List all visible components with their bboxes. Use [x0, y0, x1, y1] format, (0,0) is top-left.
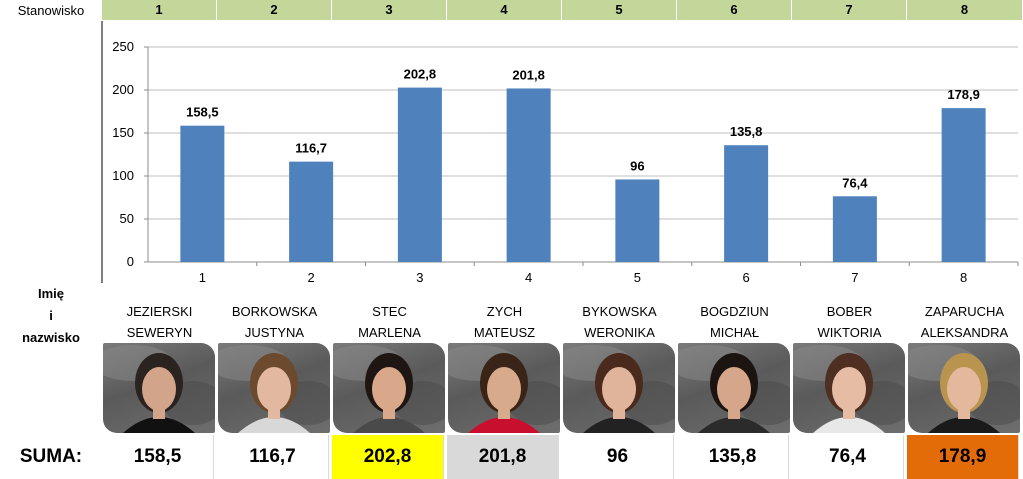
- bar-data-label: 158,5: [186, 105, 219, 120]
- participant-sum: 135,8: [677, 435, 789, 479]
- participant-photo: [678, 343, 790, 433]
- participant-name: BOBER WIKTORIA: [792, 301, 907, 343]
- bar: [180, 125, 225, 262]
- participant-surname: BOGDZIUN: [700, 304, 769, 319]
- participant-name: ZYCH MATEUSZ: [447, 301, 562, 343]
- station-number: 1: [102, 0, 217, 20]
- participant-first-name: WIKTORIA: [817, 325, 882, 340]
- participant-photo: [218, 343, 330, 433]
- x-tick-label: 8: [960, 270, 967, 283]
- station-number: 7: [792, 0, 907, 20]
- participant-name: ZAPARUCHA ALEKSANDRA: [907, 301, 1022, 343]
- station-number: 6: [677, 0, 792, 20]
- participant-sum: 201,8: [447, 435, 559, 479]
- bar-data-label: 178,9: [947, 87, 980, 102]
- name-header-line-1: Imię: [37, 286, 64, 301]
- chart-axes: 0 50 100 150 200 250 1 2 3 4 5 6 7 8: [101, 21, 1019, 283]
- participant-surname: BOBER: [826, 304, 873, 319]
- chart-gridlines: [148, 46, 1018, 263]
- station-number: 3: [332, 0, 447, 20]
- participant-name: BORKOWSKA JUSTYNA: [217, 301, 332, 343]
- name-header-line-2: i: [49, 308, 53, 323]
- participant-name: BOGDZIUN MICHAŁ: [677, 301, 792, 343]
- name-header-line-3: nazwisko: [22, 330, 80, 345]
- y-tick-label: 250: [112, 39, 134, 54]
- participant-sum: 178,9: [907, 435, 1019, 479]
- participant-sum: 96: [562, 435, 674, 479]
- y-tick-label: 100: [112, 168, 134, 183]
- participant-sum: 76,4: [792, 435, 904, 479]
- y-tick-label: 200: [112, 82, 134, 97]
- station-header-label: Stanowisko: [17, 3, 85, 18]
- bar-data-label: 76,4: [842, 175, 868, 190]
- participant-name: STEC MARLENA: [332, 301, 447, 343]
- bar: [615, 179, 660, 262]
- participant-photo: [448, 343, 560, 433]
- x-tick-label: 1: [199, 270, 206, 283]
- bar: [832, 196, 877, 262]
- participant-surname: ZYCH: [486, 304, 523, 319]
- bar-data-label: 201,8: [512, 67, 545, 82]
- bar: [941, 108, 986, 262]
- participant-name: BYKOWSKA WERONIKA: [562, 301, 677, 343]
- chart-data-labels: 158,5 116,7 202,8 201,8 96 135,8 76,4 178,9: [186, 67, 980, 191]
- bar-data-label: 96: [630, 158, 644, 173]
- sum-row-label: SUMA:: [19, 446, 83, 467]
- y-tick-label: 50: [120, 211, 134, 226]
- bar: [289, 161, 334, 262]
- bar: [506, 88, 551, 263]
- participant-first-name: WERONIKA: [584, 325, 655, 340]
- bar-chart: 0 50 100 150 200 250 1 2 3 4 5 6 7 8 158,5 116,7 202,8 2…: [101, 21, 1019, 283]
- participant-surname: BYKOWSKA: [582, 304, 657, 319]
- participant-photo: [103, 343, 215, 433]
- participant-surname: ZAPARUCHA: [924, 304, 1005, 319]
- participant-surname: STEC: [372, 304, 407, 319]
- participant-photo: [333, 343, 445, 433]
- station-number: 5: [562, 0, 677, 20]
- chart-bars: [180, 87, 986, 263]
- x-tick-label: 6: [743, 270, 750, 283]
- participant-sum: 116,7: [217, 435, 329, 479]
- name-column-header: Imię i nazwisko: [0, 283, 102, 349]
- participant-photo: [793, 343, 905, 433]
- participant-first-name: ALEKSANDRA: [920, 325, 1009, 340]
- station-number: 8: [907, 0, 1023, 20]
- station-number: 2: [217, 0, 332, 20]
- participant-surname: JEZIERSKI: [126, 304, 193, 319]
- participant-first-name: SEWERYN: [126, 325, 193, 340]
- participant-name: JEZIERSKI SEWERYN: [102, 301, 217, 343]
- bar-data-label: 202,8: [404, 67, 437, 82]
- x-tick-label: 5: [634, 270, 641, 283]
- participant-photo: [563, 343, 675, 433]
- participant-first-name: MICHAŁ: [709, 325, 760, 340]
- participant-sum: 158,5: [102, 435, 214, 479]
- y-tick-label: 150: [112, 125, 134, 140]
- participant-first-name: MARLENA: [358, 325, 421, 340]
- bar: [397, 87, 442, 262]
- bar-data-label: 116,7: [295, 141, 327, 156]
- participant-surname: BORKOWSKA: [231, 304, 318, 319]
- bar-data-label: 135,8: [730, 124, 763, 139]
- participant-first-name: JUSTYNA: [244, 325, 305, 340]
- station-number: 4: [447, 0, 562, 20]
- x-tick-label: 7: [851, 270, 858, 283]
- x-tick-label: 4: [525, 270, 532, 283]
- participant-photo: [908, 343, 1020, 433]
- x-tick-label: 2: [308, 270, 315, 283]
- y-tick-label: 0: [127, 254, 134, 269]
- participant-sum: 202,8: [332, 435, 444, 479]
- bar: [724, 145, 769, 262]
- x-tick-label: 3: [416, 270, 423, 283]
- participant-first-name: MATEUSZ: [473, 325, 536, 340]
